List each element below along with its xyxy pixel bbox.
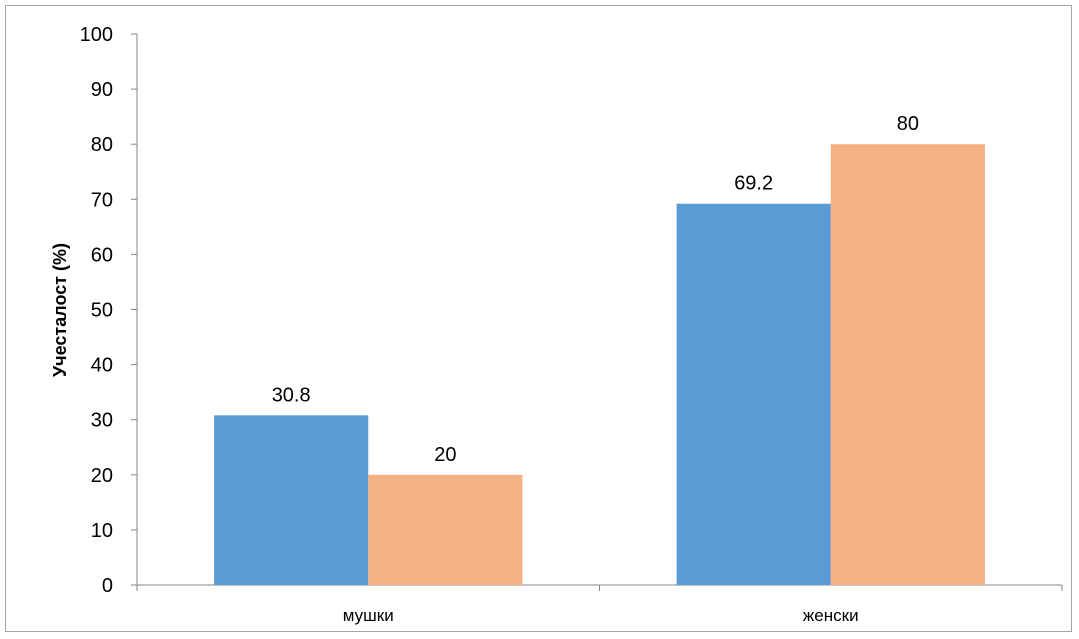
bar (830, 144, 985, 585)
data-label: 69.2 (734, 173, 773, 195)
y-tick-label: 40 (91, 355, 113, 377)
bar (676, 203, 831, 585)
data-label: 80 (897, 113, 919, 135)
y-tick-label: 80 (91, 134, 113, 156)
y-axis-title: Учесталост (%) (50, 243, 70, 377)
data-label: 20 (434, 444, 456, 466)
data-label: 30.8 (272, 384, 311, 406)
y-axis: 0 10 20 30 40 50 60 70 80 90 100 (80, 24, 138, 597)
y-tick-label: 90 (91, 79, 113, 101)
y-tick-label: 0 (102, 575, 113, 597)
y-tick-label: 100 (80, 24, 113, 46)
x-tick-label: женски (803, 606, 859, 625)
y-tick-label: 70 (91, 189, 113, 211)
y-tick-label: 30 (91, 410, 113, 432)
x-axis: мушки женски (136, 584, 1063, 625)
y-tick-label: 20 (91, 465, 113, 487)
y-tick-label: 60 (91, 244, 113, 266)
data-labels: 30.8 20 69.2 80 (272, 113, 919, 466)
bar (368, 474, 523, 585)
y-tick-label: 50 (91, 300, 113, 322)
bar (214, 415, 369, 585)
bars (214, 144, 985, 585)
y-tick-label: 10 (91, 520, 113, 542)
x-tick-label: мушки (343, 606, 394, 625)
